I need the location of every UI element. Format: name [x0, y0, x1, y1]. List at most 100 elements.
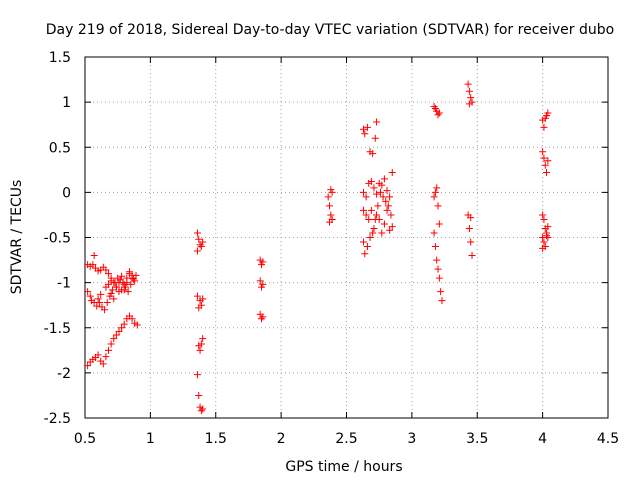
data-point [256, 277, 264, 285]
data-point [84, 288, 92, 296]
y-tick-label: -1 [57, 276, 71, 292]
data-point [193, 229, 201, 237]
data-point [434, 265, 442, 273]
y-tick-label: -2.5 [44, 411, 71, 427]
data-point [199, 335, 207, 343]
data-point [435, 220, 443, 228]
x-tick-label: 4 [538, 431, 547, 447]
data-point [128, 274, 136, 282]
y-tick-label: -0.5 [44, 231, 71, 247]
data-point [193, 292, 201, 300]
data-point [199, 405, 207, 413]
data-point [380, 175, 388, 183]
data-point [107, 340, 115, 348]
data-point [108, 286, 116, 294]
data-point [120, 320, 128, 328]
data-point [120, 286, 128, 294]
data-point [193, 247, 201, 255]
data-point [259, 313, 267, 321]
data-point [124, 288, 132, 296]
data-point [540, 215, 548, 223]
y-tick-label: 1.5 [49, 50, 71, 66]
data-point [387, 211, 395, 219]
data-point [430, 229, 438, 237]
x-tick-label: 1 [146, 431, 155, 447]
data-point [435, 274, 443, 282]
data-point [544, 223, 552, 231]
y-tick-label: -2 [57, 366, 71, 382]
data-point [434, 202, 442, 210]
data-point [380, 220, 388, 228]
data-point [196, 346, 204, 354]
y-tick-label: -1.5 [44, 321, 71, 337]
axis-ticks [84, 56, 609, 419]
data-point [324, 193, 332, 201]
data-point [258, 315, 266, 323]
data-point [97, 290, 105, 298]
data-point [199, 238, 207, 246]
data-point [543, 169, 551, 177]
data-point [540, 123, 548, 131]
data-point [123, 279, 131, 287]
data-point [539, 234, 547, 241]
data-point [430, 193, 438, 201]
data-point [118, 324, 126, 332]
data-point [371, 215, 379, 223]
data-point [361, 250, 369, 258]
data-point [540, 238, 548, 246]
data-point [193, 371, 201, 379]
data-point [383, 206, 391, 214]
data-point [374, 202, 382, 210]
data-point [435, 109, 443, 117]
data-point [105, 346, 113, 354]
data-point [467, 238, 475, 246]
data-point [467, 94, 475, 102]
data-point [195, 304, 203, 312]
data-point [373, 190, 381, 198]
x-tick-label: 1.5 [205, 431, 227, 447]
data-point [94, 295, 102, 303]
data-point [107, 277, 115, 285]
data-point [93, 302, 101, 310]
data-point [464, 80, 472, 88]
data-point [84, 362, 92, 370]
data-point [115, 279, 123, 287]
data-point [128, 315, 136, 323]
data-point [197, 340, 205, 348]
data-point [326, 202, 334, 210]
data-point [431, 188, 439, 196]
data-point [363, 243, 371, 251]
data-point [384, 202, 392, 210]
data-point [373, 118, 381, 126]
data-point [362, 211, 370, 219]
y-tick-label: 0 [62, 185, 71, 201]
data-point [382, 197, 390, 205]
data-point [539, 211, 547, 219]
data-point [367, 206, 375, 214]
data-point [133, 321, 141, 329]
data-point [541, 161, 549, 169]
data-point [365, 215, 373, 223]
grid [85, 57, 608, 418]
data-point [94, 351, 102, 359]
data-point [125, 268, 133, 276]
data-point [437, 288, 445, 296]
data-point [127, 280, 135, 288]
data-point [434, 111, 442, 119]
data-point [327, 211, 335, 219]
data-point [195, 235, 203, 243]
data-point [259, 280, 267, 288]
data-point [102, 266, 110, 274]
data-point [359, 188, 367, 196]
data-point [465, 87, 473, 95]
data-point [359, 238, 367, 246]
data-point [86, 292, 94, 300]
data-point [369, 229, 377, 237]
data-point [367, 178, 375, 186]
data-point [433, 184, 441, 192]
x-tick-label: 3.5 [466, 431, 488, 447]
data-point [359, 125, 367, 133]
data-point [467, 214, 475, 222]
data-point [118, 272, 126, 280]
